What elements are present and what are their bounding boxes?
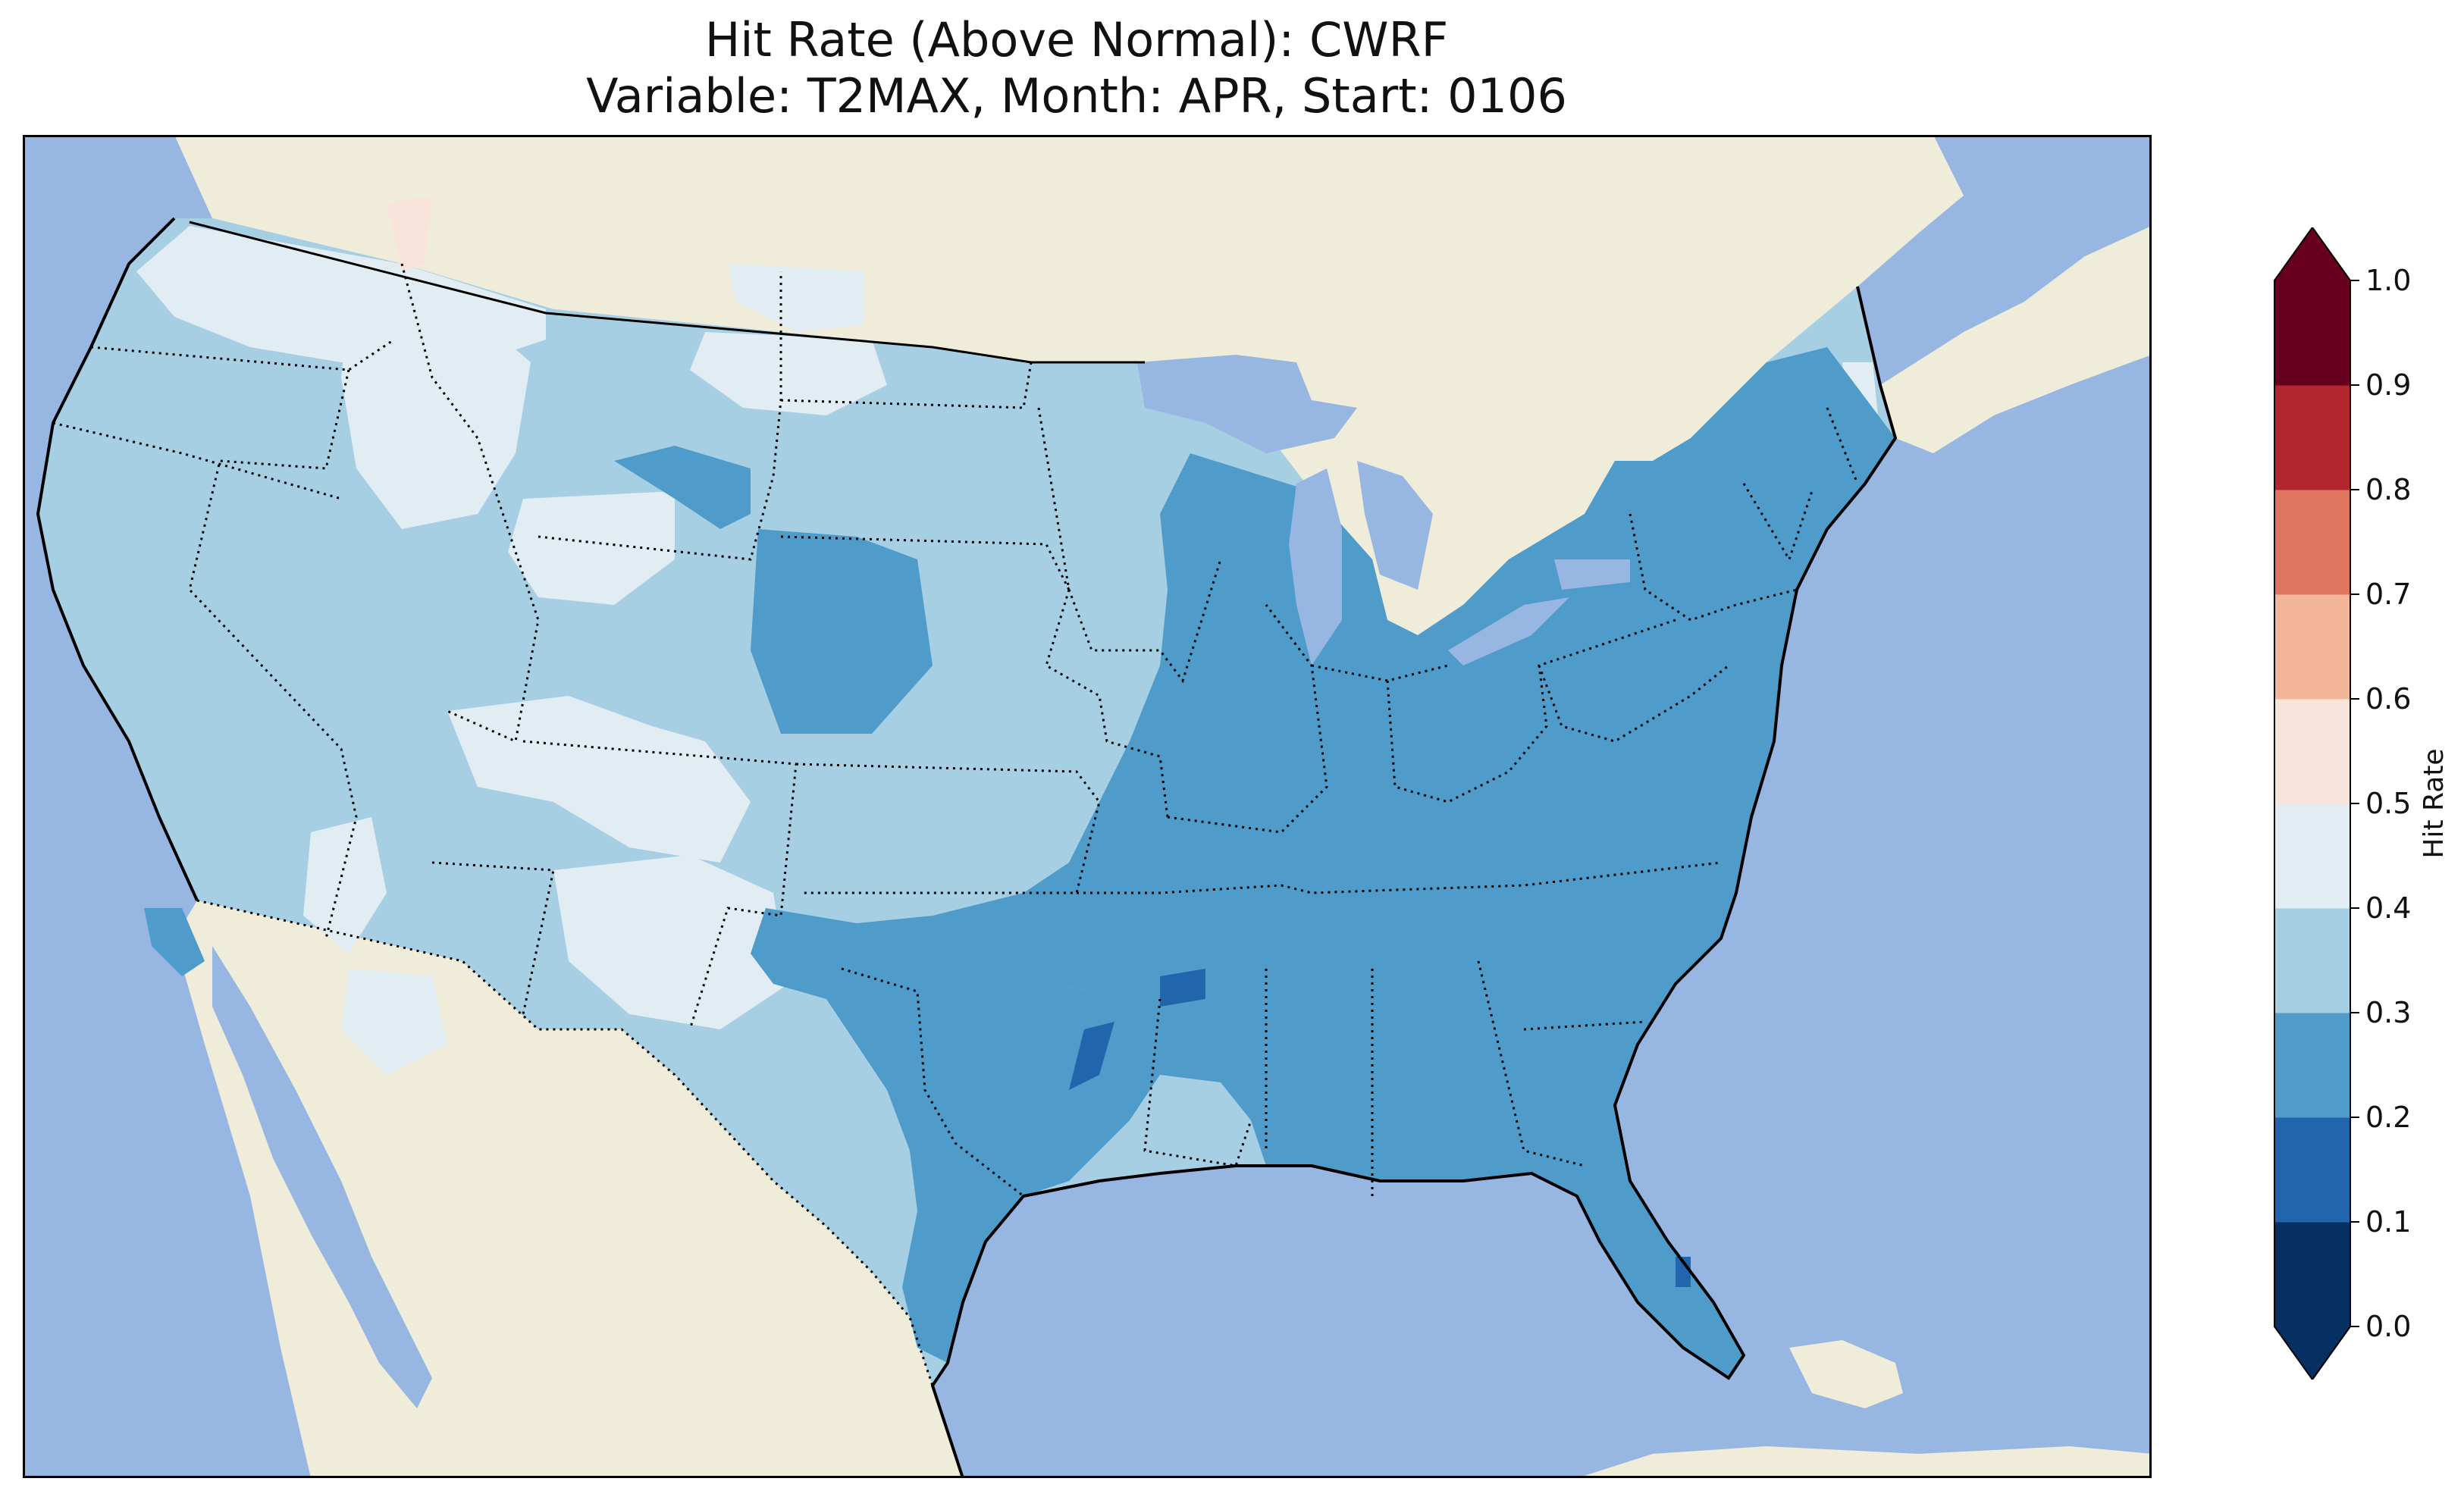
colorbar-tick-label: 0.2 (2365, 1101, 2411, 1134)
maritimes-land (1880, 226, 2152, 453)
region-0.4-0.5-idaho (341, 309, 531, 529)
region-0.2-0.3-montana (614, 446, 751, 529)
region-0.2-0.3-southdakota (751, 529, 933, 734)
colorbar-bins (2274, 227, 2351, 1380)
colorbar-tick-label: 0.1 (2365, 1205, 2411, 1239)
lake-ontario (1554, 559, 1630, 590)
colorbar-extend-max (2274, 227, 2350, 280)
lake-michigan (1289, 468, 1342, 666)
region-0.4-0.5-arizona (341, 969, 447, 1075)
region-0.5-0.6-idaho (387, 196, 432, 271)
colorbar-tick-label: 0.9 (2365, 368, 2411, 402)
colorbar-bin (2274, 1222, 2350, 1327)
colorbar-tick-label: 0.0 (2365, 1310, 2411, 1343)
colorbar-extend-min (2274, 1326, 2350, 1380)
region-0.4-0.5-nevada (303, 817, 387, 954)
colorbar-bin (2274, 385, 2350, 490)
hit-rate-map (23, 135, 2152, 1478)
colorbar-tick-label: 0.5 (2365, 787, 2411, 820)
gulf-of-california (212, 946, 432, 1408)
us-coastline (36, 217, 1898, 1478)
region-0.4-0.5-utah (447, 696, 751, 863)
colorbar-tick-label: 0.7 (2365, 578, 2411, 611)
colorbar-bin (2274, 803, 2350, 909)
region-0.4-0.5-fourcorners (553, 855, 788, 1029)
us-canada-border (189, 221, 1145, 364)
state-boundaries (52, 263, 1859, 1198)
lake-huron (1357, 461, 1433, 590)
colorbar-label: Hit Rate (2419, 748, 2450, 858)
chart-subtitle: Variable: T2MAX, Month: APR, Start: 0106 (586, 68, 1567, 124)
lake-erie (1448, 597, 1569, 666)
region-0.4-0.5-montana (690, 332, 887, 415)
region-0.1-0.2-arkansas (1160, 969, 1205, 1007)
colorbar: 0.0 0.1 0.2 0.3 0.4 0.5 0.6 0.7 0.8 0.9 1.0 Hit Ra… (2274, 227, 2450, 1380)
canada-land (174, 135, 1964, 635)
colorbar-ticks: 0.0 0.1 0.2 0.3 0.4 0.5 0.6 0.7 0.8 0.9 1.0 (2350, 264, 2411, 1343)
region-0.2-0.3-east (751, 347, 1895, 1378)
colorbar-bin (2274, 490, 2350, 595)
colorbar-bin (2274, 699, 2350, 804)
south-land (1577, 1446, 2152, 1478)
colorbar-bin (2274, 908, 2350, 1013)
chart-title: Hit Rate (Above Normal): CWRF (704, 12, 1449, 67)
region-0.1-0.2-oklahoma (1069, 1022, 1114, 1090)
region-0.4-0.5-wyoming (508, 491, 675, 605)
colorbar-tick-label: 0.6 (2365, 682, 2411, 716)
region-0.2-0.3-southcal (144, 908, 205, 976)
colorbar-bin (2274, 280, 2350, 386)
colorbar-tick-label: 0.4 (2365, 891, 2411, 925)
colorbar-tick-label: 0.8 (2365, 473, 2411, 506)
region-0.4-0.5-dakota (728, 264, 864, 332)
colorbar-tick-label: 0.3 (2365, 996, 2411, 1029)
colorbar-tick-label: 1.0 (2365, 264, 2411, 297)
colorbar-bin (2274, 594, 2350, 700)
map-frame (23, 135, 2152, 1478)
colorbar-bin (2274, 1013, 2350, 1118)
cuba-land (1789, 1340, 1903, 1408)
colorbar-bin (2274, 1117, 2350, 1223)
lake-superior (1137, 355, 1357, 453)
